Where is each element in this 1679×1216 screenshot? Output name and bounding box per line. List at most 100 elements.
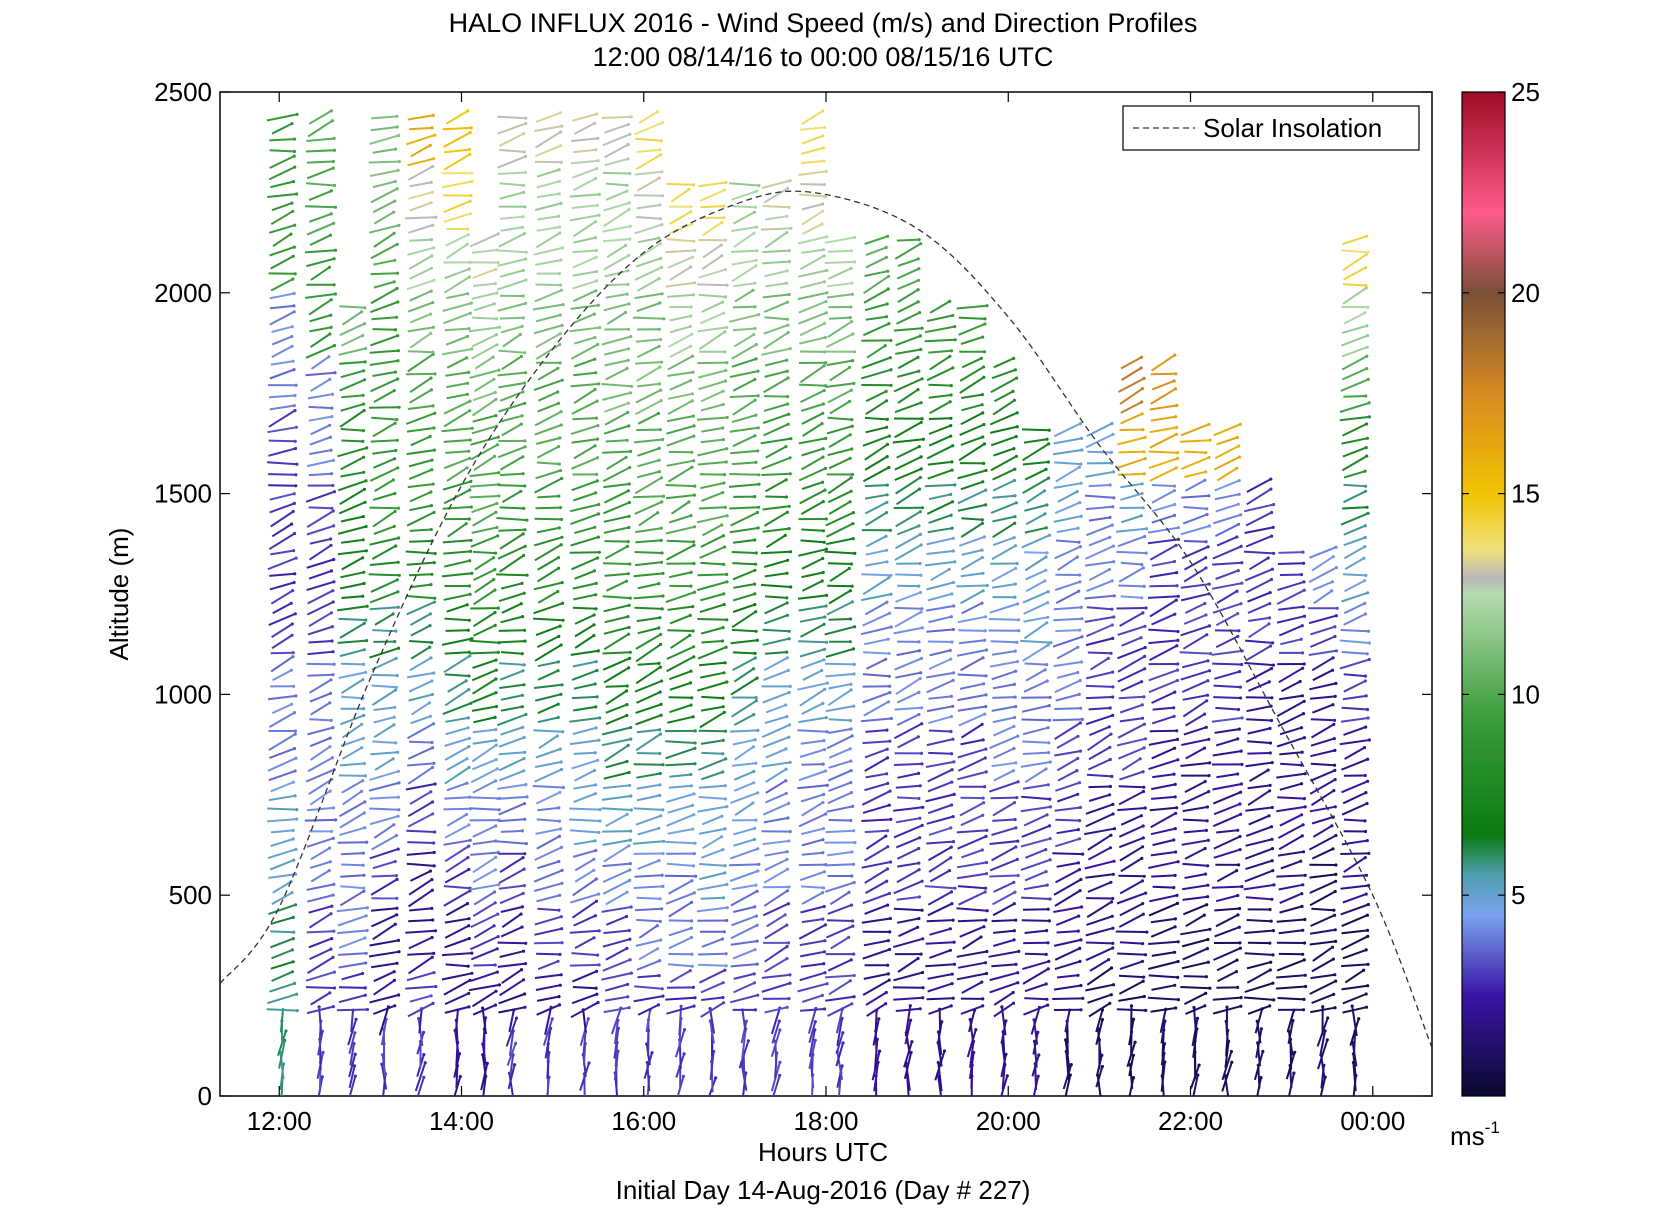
wind-barb-head xyxy=(659,360,664,364)
wind-barb xyxy=(733,905,755,913)
wind-barb xyxy=(1088,707,1111,711)
wind-barb xyxy=(305,986,335,989)
wind-barb-head xyxy=(725,918,729,923)
wind-barb-head xyxy=(522,591,526,595)
wind-barb-head xyxy=(557,168,561,172)
wind-barb-head xyxy=(757,505,761,509)
wind-barb-head xyxy=(470,637,474,641)
wind-barb xyxy=(864,601,888,616)
wind-barb-head xyxy=(658,428,662,432)
wind-barb xyxy=(533,324,563,335)
wind-barb-head xyxy=(1333,768,1337,773)
wind-barb-head xyxy=(1131,1076,1136,1080)
wind-barb-head xyxy=(821,917,825,921)
wind-barb-head xyxy=(291,509,295,514)
wind-barb xyxy=(602,466,631,483)
wind-barb xyxy=(872,1018,880,1046)
wind-barb xyxy=(605,915,627,926)
wind-barb xyxy=(700,705,724,712)
wind-barb-head xyxy=(660,907,664,911)
wind-barb xyxy=(1151,514,1175,524)
wind-barb-head xyxy=(752,981,757,985)
wind-barb-head xyxy=(689,514,693,518)
wind-barb-head xyxy=(397,950,401,954)
wind-barb xyxy=(308,640,333,644)
wind-barb xyxy=(1149,644,1178,661)
wind-barb-head xyxy=(1012,929,1016,933)
wind-barb-head xyxy=(393,491,397,496)
wind-barb xyxy=(741,1009,747,1033)
wind-barb xyxy=(762,249,790,254)
wind-barb xyxy=(733,667,755,683)
wind-barb-head xyxy=(917,712,921,717)
wind-barb xyxy=(570,503,599,513)
wind-barb-head xyxy=(497,808,501,812)
wind-barb xyxy=(443,131,471,148)
wind-barb-head xyxy=(877,1017,881,1021)
wind-barb xyxy=(373,979,395,996)
wind-barb xyxy=(369,815,399,826)
wind-barb-head xyxy=(1080,635,1084,639)
wind-barb-head xyxy=(332,662,336,666)
wind-barb-head xyxy=(1110,607,1114,611)
wind-barb-head xyxy=(595,112,599,116)
wind-barb-head xyxy=(1330,580,1334,584)
wind-barb-head xyxy=(848,747,852,751)
wind-barb-head xyxy=(291,359,295,363)
wind-barb xyxy=(893,377,923,393)
wind-barb xyxy=(1247,591,1271,603)
wind-barb xyxy=(372,1004,396,1015)
wind-barb xyxy=(533,581,563,591)
wind-barb-head xyxy=(744,1019,749,1023)
wind-barb xyxy=(446,382,468,389)
wind-barb-head xyxy=(432,278,436,282)
wind-barb xyxy=(1280,680,1301,693)
wind-barb-head xyxy=(592,569,597,573)
wind-barb xyxy=(373,823,395,839)
wind-barb xyxy=(800,183,825,186)
wind-barb-head xyxy=(1143,953,1148,957)
wind-barb xyxy=(534,846,562,861)
wind-barb xyxy=(472,511,497,527)
wind-barb-head xyxy=(1300,892,1304,896)
wind-barb-head xyxy=(433,830,437,834)
wind-barb-head xyxy=(755,889,759,893)
wind-barb-head xyxy=(396,560,400,564)
wind-barb xyxy=(468,796,500,800)
wind-barb-head xyxy=(1237,629,1241,633)
wind-barb-head xyxy=(1142,874,1146,878)
wind-barb-head xyxy=(493,623,497,628)
wind-barb-head xyxy=(1140,387,1145,391)
wind-barb-head xyxy=(332,283,336,287)
wind-barb xyxy=(268,770,296,782)
wind-barb-head xyxy=(1068,1073,1072,1077)
wind-barb xyxy=(700,739,724,745)
wind-barb xyxy=(864,303,888,312)
wind-barb-head xyxy=(1268,726,1272,731)
wind-barb-head xyxy=(754,460,758,464)
wind-barb xyxy=(928,1004,952,1015)
wind-barb-head xyxy=(1302,958,1306,962)
wind-barb-head xyxy=(559,543,563,547)
wind-barb-head xyxy=(660,292,664,296)
wind-barb xyxy=(991,583,1016,589)
wind-barb-head xyxy=(597,892,601,896)
wind-barb-head xyxy=(523,544,527,548)
wind-barb xyxy=(667,804,693,814)
wind-barb-head xyxy=(1013,890,1017,894)
wind-barb-head xyxy=(595,203,599,207)
wind-barb xyxy=(1212,791,1241,805)
wind-barb xyxy=(1084,594,1115,600)
wind-barb xyxy=(1308,614,1337,625)
wind-barb-head xyxy=(1230,1060,1234,1064)
wind-barb-head xyxy=(1174,543,1178,547)
wind-barb-head xyxy=(524,154,528,158)
wind-barb xyxy=(765,747,787,759)
wind-barb-head xyxy=(821,455,825,459)
wind-barb-head xyxy=(593,682,597,686)
wind-barb xyxy=(1149,433,1177,449)
wind-barb-head xyxy=(1174,432,1179,436)
wind-barb-head xyxy=(391,478,395,482)
wind-barb-head xyxy=(694,874,698,878)
wind-barb xyxy=(927,640,953,643)
